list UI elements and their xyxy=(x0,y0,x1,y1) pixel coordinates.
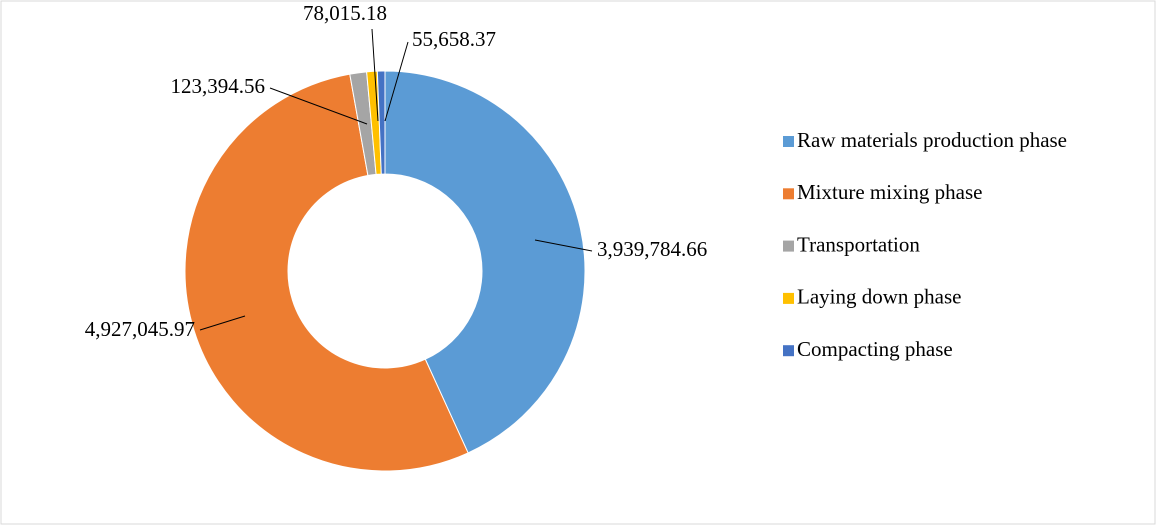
data-label: 55,658.37 xyxy=(412,27,496,51)
legend-label: Compacting phase xyxy=(797,337,953,361)
data-label: 123,394.56 xyxy=(171,74,266,98)
legend-label: Laying down phase xyxy=(797,285,961,309)
data-label: 3,939,784.66 xyxy=(597,237,707,261)
data-label: 4,927,045.97 xyxy=(85,317,195,341)
leader-line xyxy=(199,315,246,331)
donut-segment xyxy=(376,70,386,175)
legend-swatch xyxy=(783,292,794,304)
donut-segment xyxy=(384,70,586,454)
legend-label: Raw materials production phase xyxy=(797,128,1067,152)
legend-swatch xyxy=(783,136,794,147)
legend-swatch xyxy=(783,240,794,252)
data-label: 78,015.18 xyxy=(303,1,387,25)
legend-label: Transportation xyxy=(797,232,920,256)
legend-label: Mixture mixing phase xyxy=(797,180,982,204)
leader-line xyxy=(384,41,409,122)
leader-line xyxy=(269,87,368,125)
leader-line xyxy=(371,28,379,122)
legend-swatch xyxy=(783,188,794,200)
leader-line xyxy=(534,239,593,252)
donut-segment xyxy=(184,73,469,472)
legend-swatch xyxy=(783,345,794,357)
